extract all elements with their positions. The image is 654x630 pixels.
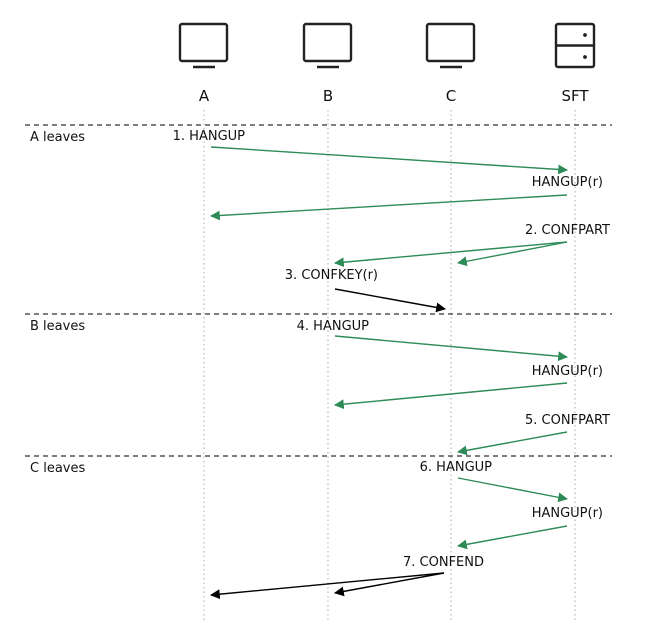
message-arrow-hangup-r-c [457,525,568,550]
message-arrow-2-confpart-c [457,241,568,267]
message-arrow-4-hangup [334,335,568,362]
actor-sft-server-icon [554,22,596,69]
message-arrow-5-confpart [457,431,568,456]
message-label-hangup-r-c: HANGUP(r) [532,506,603,521]
actor-label-c: C [446,87,456,105]
actor-label-a: A [199,87,210,105]
message-arrow-2-confpart-b [334,241,568,268]
message-label-4-hangup: 4. HANGUP [297,319,370,334]
section-label-b-leaves: B leaves [30,319,85,334]
message-arrow-6-hangup [457,477,568,503]
section-label-c-leaves: C leaves [30,461,85,476]
message-arrow-hangup-r-b [334,382,568,410]
message-arrow-hangup-r-a [210,194,568,221]
message-label-7-confend: 7. CONFEND [403,555,484,570]
message-arrow-1-hangup [210,146,568,175]
actor-label-sft: SFT [561,87,589,105]
section-label-a-leaves: A leaves [30,130,85,145]
message-arrow-7-confend-b [334,572,445,597]
actor-b-monitor-icon [302,22,353,69]
actor-a-monitor-icon [178,22,229,69]
message-arrow-3-confkey-r [334,288,446,313]
actor-label-b: B [323,87,333,105]
message-label-1-hangup: 1. HANGUP [173,129,246,144]
message-label-hangup-r-a: HANGUP(r) [532,175,603,190]
message-label-2-confpart: 2. CONFPART [525,223,610,238]
message-label-3-confkey-r: 3. CONFKEY(r) [285,268,378,283]
message-arrow-7-confend-a [210,572,445,600]
actor-c-monitor-icon [425,22,476,69]
message-label-5-confpart: 5. CONFPART [525,413,610,428]
message-label-6-hangup: 6. HANGUP [420,460,493,475]
message-label-hangup-r-b: HANGUP(r) [532,364,603,379]
